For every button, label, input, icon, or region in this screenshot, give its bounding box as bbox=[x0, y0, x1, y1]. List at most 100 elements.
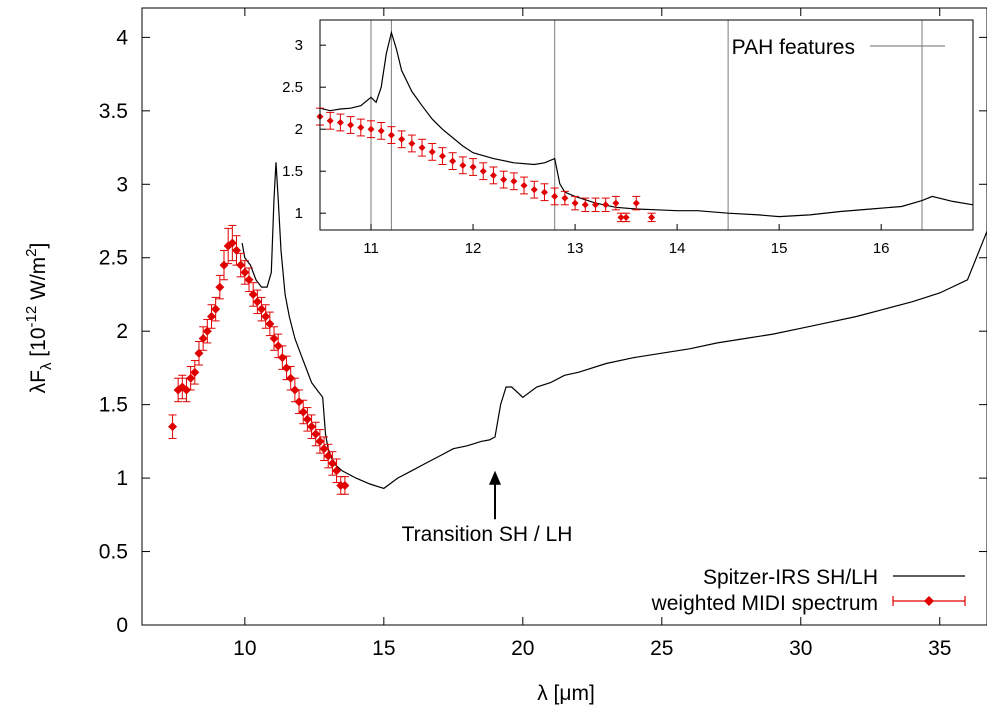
midi-point bbox=[298, 399, 308, 425]
inset-midi-marker bbox=[469, 163, 477, 171]
midi-point bbox=[277, 345, 287, 370]
y-tick-label: 1 bbox=[116, 467, 128, 490]
inset-midi-point bbox=[387, 126, 396, 144]
midi-point bbox=[219, 249, 229, 281]
inset-midi-marker bbox=[622, 213, 630, 221]
y-axis-title-unit: [10 bbox=[27, 328, 50, 363]
midi-marker bbox=[327, 458, 337, 468]
main-series-group bbox=[168, 162, 987, 495]
y-axis-title-unit2: W/m bbox=[27, 257, 50, 306]
x-tick-label: 30 bbox=[789, 637, 812, 660]
inset-midi-point bbox=[489, 166, 498, 185]
midi-marker bbox=[194, 348, 204, 358]
inset-midi-marker bbox=[459, 161, 467, 169]
midi-point bbox=[168, 414, 178, 439]
inset-x-tick-label: 11 bbox=[363, 240, 379, 257]
inset-midi-point bbox=[407, 134, 416, 153]
x-axis-title: λ [μm] bbox=[537, 682, 595, 705]
midi-point bbox=[232, 235, 242, 266]
inset-axis-ticks: 11 12 13 14 15 16 1 1.5 2 2.5 3 bbox=[282, 37, 889, 257]
inset-midi-point bbox=[591, 197, 600, 213]
inset-midi-marker bbox=[387, 131, 395, 139]
legend-swatch-midi bbox=[892, 596, 966, 606]
midi-marker bbox=[332, 466, 342, 476]
midi-marker bbox=[323, 451, 333, 461]
midi-point bbox=[257, 296, 267, 322]
midi-point bbox=[332, 458, 342, 484]
midi-marker bbox=[215, 282, 225, 292]
y-tick-label: 3.5 bbox=[99, 100, 128, 123]
inset-midi-marker bbox=[500, 176, 508, 184]
midi-marker bbox=[232, 245, 242, 255]
inset-midi-marker bbox=[520, 181, 528, 189]
midi-marker bbox=[211, 304, 221, 314]
inset-midi-point bbox=[336, 113, 345, 132]
inset-midi-marker bbox=[530, 186, 538, 194]
annotation-arrow-head bbox=[489, 470, 502, 485]
inset-midi-point bbox=[647, 212, 656, 223]
inset-legend: PAH features bbox=[732, 36, 945, 59]
midi-marker bbox=[282, 363, 292, 373]
inset-midi-point bbox=[550, 187, 559, 206]
inset-midi-marker bbox=[479, 167, 487, 175]
y-tick-label: 0.5 bbox=[99, 541, 128, 564]
inset-x-tick-label: 16 bbox=[873, 240, 890, 257]
midi-point bbox=[265, 311, 275, 337]
inset-series-group bbox=[316, 20, 974, 230]
midi-point bbox=[190, 360, 200, 385]
inset-midi-marker bbox=[581, 201, 589, 209]
midi-point bbox=[261, 304, 271, 329]
midi-marker bbox=[236, 260, 246, 270]
midi-point bbox=[236, 252, 246, 278]
midi-marker bbox=[257, 304, 267, 314]
inset-x-tick-label: 12 bbox=[465, 240, 482, 257]
spitzer-line bbox=[241, 162, 987, 490]
y-tick-label: 0 bbox=[116, 614, 128, 637]
y-tick-label: 3 bbox=[116, 173, 128, 196]
midi-marker bbox=[240, 267, 250, 277]
y-axis-title-exp2: 2 bbox=[23, 248, 40, 256]
inset-midi-point bbox=[397, 130, 406, 149]
inset-midi-marker bbox=[449, 157, 457, 165]
midi-marker bbox=[186, 373, 196, 383]
midi-point bbox=[319, 436, 329, 461]
inset-midi-marker bbox=[357, 124, 365, 132]
midi-marker bbox=[252, 297, 262, 307]
y-tick-label: 4 bbox=[116, 26, 128, 49]
inset-midi-marker bbox=[428, 148, 436, 156]
midi-marker bbox=[265, 319, 275, 329]
inset-midi-point bbox=[571, 195, 580, 211]
inset-midi-point bbox=[499, 170, 508, 189]
y-tick-label: 2 bbox=[116, 320, 128, 343]
midi-marker bbox=[302, 414, 312, 424]
inset-midi-marker bbox=[438, 152, 446, 160]
midi-point bbox=[252, 289, 262, 315]
inset-midi-marker bbox=[551, 192, 559, 200]
inset-y-tick-label: 1.5 bbox=[282, 163, 303, 180]
annotation-label: Transition SH / LH bbox=[402, 523, 573, 546]
inset-midi-point bbox=[540, 183, 549, 202]
inset-midi-marker bbox=[326, 117, 334, 125]
midi-marker bbox=[244, 275, 254, 285]
inset-midi-marker bbox=[367, 125, 375, 133]
midi-marker bbox=[307, 422, 317, 432]
midi-marker bbox=[290, 385, 300, 395]
midi-marker bbox=[319, 444, 329, 454]
inset-midi-point bbox=[377, 121, 386, 140]
y-tick-label: 1.5 bbox=[99, 394, 128, 417]
midi-marker bbox=[286, 373, 296, 383]
legend-label-midi: weighted MIDI spectrum bbox=[651, 592, 878, 615]
inset-midi-marker bbox=[602, 201, 610, 209]
midi-marker bbox=[227, 238, 237, 248]
midi-point bbox=[286, 365, 296, 391]
midi-marker bbox=[198, 334, 208, 344]
midi-marker bbox=[340, 480, 350, 490]
midi-marker bbox=[311, 429, 321, 439]
inset-midi-point bbox=[458, 156, 467, 175]
y-axis-title-close: ] bbox=[27, 243, 50, 249]
midi-marker bbox=[294, 397, 304, 407]
inset-y-tick-label: 1 bbox=[295, 205, 303, 222]
inset-x-tick-label: 14 bbox=[669, 240, 686, 257]
midi-point bbox=[323, 443, 333, 469]
